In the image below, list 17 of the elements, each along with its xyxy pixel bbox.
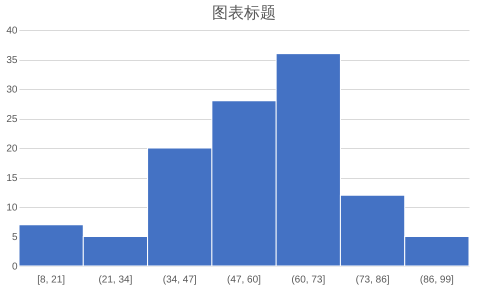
y-tick-label: 10: [6, 202, 18, 214]
y-tick-label: 40: [6, 26, 18, 36]
y-tick-label: 0: [12, 262, 18, 272]
y-tick-label: 30: [6, 84, 18, 96]
y-tick-label: 20: [6, 144, 18, 154]
x-tick-label: (86, 99]: [420, 274, 454, 286]
x-tick-label: (34, 47]: [162, 274, 197, 286]
y-tick-label: 15: [6, 173, 18, 184]
chart-title: 图表标题: [212, 3, 276, 22]
x-tick-label: (73, 86]: [356, 274, 390, 286]
x-tick-label: (21, 34]: [98, 274, 133, 286]
x-tick-label: [8, 21]: [37, 274, 66, 286]
y-tick-label: 25: [6, 114, 18, 125]
x-tick-label: (60, 73]: [291, 274, 326, 286]
y-tick-label: 5: [12, 232, 18, 243]
y-tick-label: 35: [6, 55, 18, 66]
x-tick-label: (47, 60]: [227, 274, 262, 286]
